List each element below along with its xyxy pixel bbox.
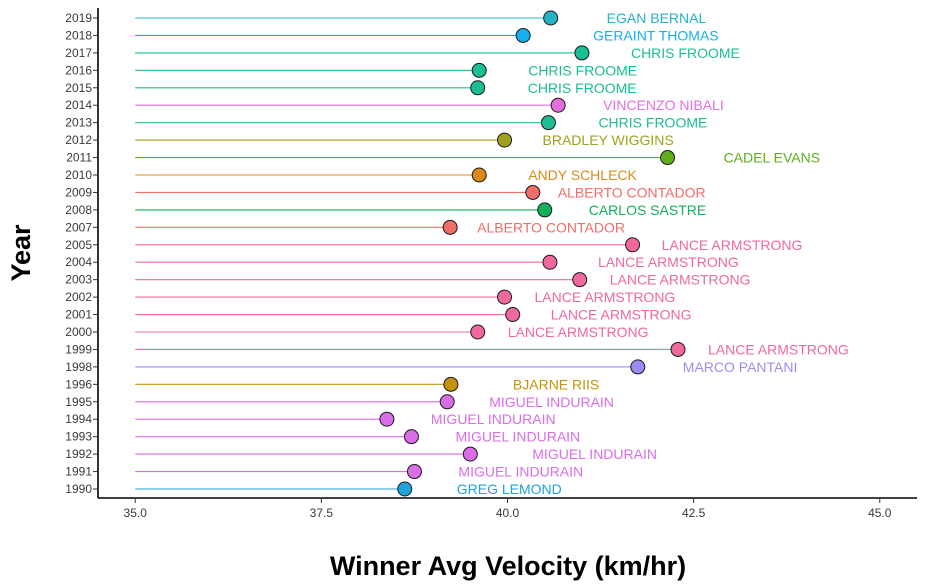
y-tick-label: 2013 [65,116,92,130]
y-tick-label: 1994 [65,412,92,426]
data-point [574,45,590,61]
stem-lines [135,17,679,490]
x-axis-ticks: 35.0 37.5 40.0 42.5 45.0 [124,498,892,520]
data-point [439,394,455,410]
y-tick-label: 1999 [65,342,92,356]
data-point [397,481,413,497]
y-tick-label: 2004 [65,255,92,269]
rider-label: LANCE ARMSTRONG [598,254,739,270]
rider-label: VINCENZO NIBALI [603,97,724,113]
rider-label: LANCE ARMSTRONG [508,324,649,340]
y-tick-label: 2005 [65,238,92,252]
data-point [471,167,487,183]
rider-label: CHRIS FROOME [528,80,637,96]
rider-label: LANCE ARMSTRONG [662,237,803,253]
y-tick-label: 2009 [65,185,92,199]
data-point [572,272,588,288]
rider-label: CADEL EVANS [724,150,820,166]
rider-label: LANCE ARMSTRONG [708,341,849,357]
x-tick-label: 40.0 [496,506,520,520]
rider-label: BRADLEY WIGGINS [543,132,674,148]
x-tick-label: 35.0 [124,506,148,520]
data-point [379,411,395,427]
rider-label: MIGUEL INDURAIN [455,429,580,445]
data-point [471,62,487,78]
y-tick-label: 1992 [65,447,92,461]
y-tick-label: 2007 [65,220,92,234]
rider-label: ANDY SCHLECK [528,167,637,183]
data-point [670,341,686,357]
y-tick-label: 1990 [65,482,92,496]
data-point [543,10,559,26]
x-tick-label: 45.0 [868,506,892,520]
data-point [542,254,558,270]
data-point [525,184,541,200]
data-point [442,219,458,235]
x-axis-title: Winner Avg Velocity (km/hr) [330,551,686,581]
y-tick-label: 2002 [65,290,92,304]
data-point [540,115,556,131]
data-point [403,429,419,445]
rider-label: ALBERTO CONTADOR [558,184,706,200]
data-points [379,10,686,497]
y-tick-label: 2014 [65,98,92,112]
rider-label: LANCE ARMSTRONG [610,272,751,288]
y-tick-label: 1993 [65,430,92,444]
data-point [470,324,486,340]
y-tick-label: 2000 [65,325,92,339]
y-tick-label: 1991 [65,465,92,479]
rider-label: EGAN BERNAL [607,10,707,26]
data-point [537,202,553,218]
rider-label: GREG LEMOND [457,481,562,497]
y-tick-label: 2015 [65,81,92,95]
y-tick-label: 2018 [65,28,92,42]
rider-label: MIGUEL INDURAIN [458,464,583,480]
y-tick-label: 2012 [65,133,92,147]
data-point [630,359,646,375]
y-tick-label: 1995 [65,395,92,409]
data-point [515,27,531,43]
rider-label: MIGUEL INDURAIN [431,411,556,427]
data-point [443,376,459,392]
rider-label: CHRIS FROOME [598,115,707,131]
data-point [406,464,422,480]
y-axis-ticks: 2019 2018 2017 2016 2015 2014 2013 2012 2011 2010… [65,11,98,496]
y-tick-label: 2019 [65,11,92,25]
rider-label: CHRIS FROOME [631,45,740,61]
rider-label: LANCE ARMSTRONG [551,307,692,323]
y-tick-label: 1998 [65,360,92,374]
data-point [505,307,521,323]
rider-label: MIGUEL INDURAIN [532,446,657,462]
y-tick-label: 1996 [65,377,92,391]
data-point [660,150,676,166]
rider-label: CHRIS FROOME [528,62,637,78]
data-point [462,446,478,462]
y-tick-label: 2016 [65,63,92,77]
y-tick-label: 2011 [66,151,92,165]
rider-label: MIGUEL INDURAIN [489,394,614,410]
data-point [470,80,486,96]
y-tick-label: 2010 [65,168,92,182]
y-tick-label: 2001 [65,308,92,322]
rider-label: CARLOS SASTRE [589,202,706,218]
x-tick-label: 42.5 [682,506,706,520]
y-tick-label: 2003 [65,273,92,287]
rider-label: LANCE ARMSTRONG [535,289,676,305]
data-point [497,289,513,305]
rider-label: GERAINT THOMAS [593,27,719,43]
rider-label: MARCO PANTANI [683,359,798,375]
y-tick-label: 2008 [65,203,92,217]
rider-label: ALBERTO CONTADOR [477,219,625,235]
data-point [497,132,513,148]
x-tick-label: 37.5 [310,506,334,520]
y-axis-title: Year [6,224,36,282]
y-tick-label: 2017 [65,46,92,60]
data-point [625,237,641,253]
rider-label: BJARNE RIIS [513,376,599,392]
data-point [550,97,566,113]
